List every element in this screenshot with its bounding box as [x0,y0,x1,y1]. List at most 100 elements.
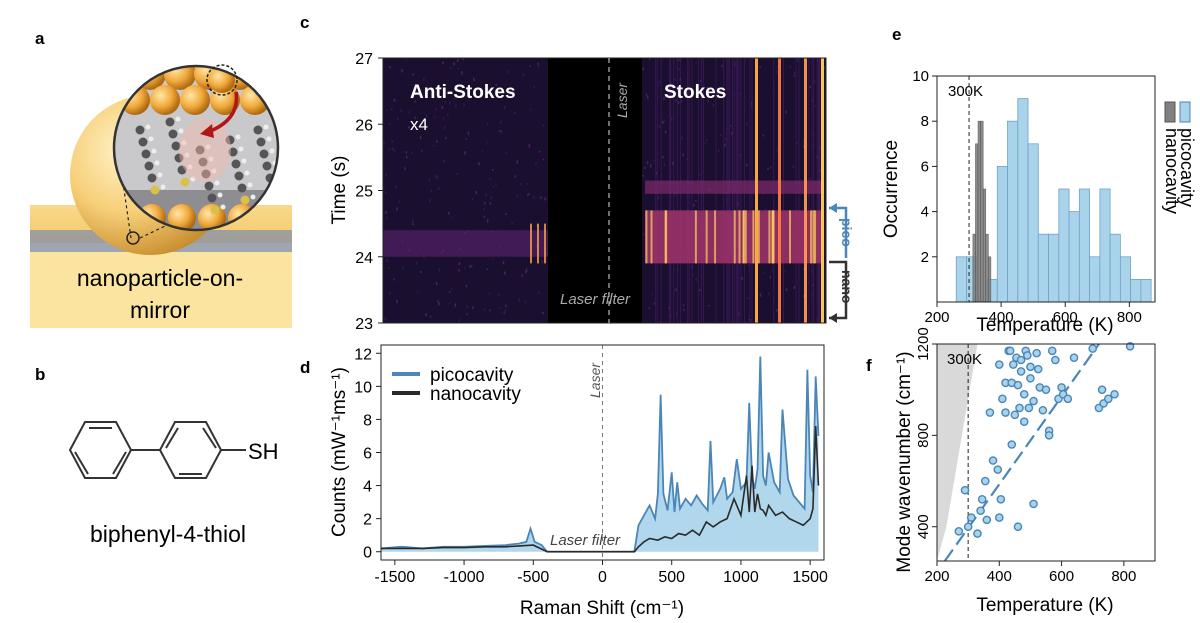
scatter-point [988,456,998,465]
molecule-atom [231,159,241,169]
heatmap-noise-pixel [658,125,661,128]
heatmap-noise-pixel [707,100,710,103]
heatmap-noise-pixel [432,144,435,147]
molecule-hydrogen [250,194,256,200]
heatmap-noise-pixel [514,175,517,178]
heatmap-noise-pixel [443,117,445,120]
heatmap-noise-pixel [393,98,396,102]
panel-label-b: b [35,365,45,384]
molecule-hydrogen [238,146,244,152]
heatmap-noise-pixel [671,161,674,165]
heatmap-pico-line [664,210,667,264]
heatmap-persistent-line [755,58,758,323]
heatmap-noise-pixel [473,77,475,82]
molecule-atom [210,205,220,215]
histogram-y-axis-label: Occurrence [881,140,902,238]
histogram-bar-nanocavity [985,233,989,303]
heatmap-y-tick-label: 23 [355,316,373,333]
heatmap-noise-pixel [389,65,391,69]
heatmap-noise-pixel [490,196,493,199]
scatter-point [1013,380,1023,390]
molecule-hydrogen [154,160,160,166]
scatter-point [1047,346,1057,356]
heatmap-noise-pixel [653,302,656,305]
histogram-y-tick-label: 10 [912,68,929,85]
molecule-hydrogen [208,156,214,162]
heatmap-noise-pixel [394,185,397,189]
molecule-hydrogen [235,134,241,140]
mirror-base [30,252,292,328]
gold-atom-top [164,66,196,90]
heatmap-noise-pixel [412,223,414,226]
heatmap-noise-pixel [532,195,535,199]
heatmap-noise-pixel [489,309,492,312]
heatmap-pico-line [752,210,755,264]
heatmap-noise-pixel [505,304,507,308]
heatmap-noise-pixel [463,103,465,107]
heatmap-noise-pixel [464,151,466,155]
histogram-x-tick-label: 600 [1053,309,1078,326]
heatmap-noise-pixel [396,117,399,121]
heatmap-noise-pixel [414,116,417,119]
panel-e: e 200 400 600 800 2 4 6 8 10 300K Occurrence Tem… [881,25,1197,336]
scatter-point [1097,385,1107,394]
heatmap-noise-pixel [526,194,529,197]
scatter-point [1026,362,1035,372]
spectrum-y-tick-label: 6 [363,446,372,463]
scatter-y-tick-label: 800 [915,423,932,448]
gold-atom-top [210,85,240,115]
panel-c: c Laser Laser filter Anti-Stokes x4 Stok… [300,13,855,333]
panel-b: b SH biphenyl-4-thiol [35,365,279,547]
heatmap-noise-pixel [503,105,506,109]
heatmap-noise-pixel [706,86,709,90]
heatmap-noise-pixel [408,111,410,113]
heatmap-noise-pixel [661,120,664,124]
heatmap-noise-pixel [674,78,676,81]
heatmap-noise-pixel [435,108,438,111]
heatmap-noise-pixel [448,290,451,293]
heatmap-noise-pixel [527,182,529,185]
molecule-hydrogen [269,148,275,154]
heatmap-y-ticks: 27 26 25 24 23 [355,51,383,333]
heatmap-noise-pixel [745,163,748,167]
heatmap-noise-pixel [435,281,438,286]
heatmap-noise-pixel [759,293,762,297]
heatmap-noise-pixel [405,58,407,61]
heatmap-pico-band [645,180,823,194]
heatmap-noise-pixel [677,58,680,62]
heatmap-pico-line [650,210,653,264]
scatter-point [963,522,973,532]
heatmap-y-tick-label: 27 [355,51,373,68]
molecule-hydrogen [211,168,217,174]
panel-d: d -1500 -1000 -500 0 500 1000 1500 0 2 4 6 8 10 12 La… [300,344,828,619]
heatmap-noise-pixel [670,81,673,85]
spectrum-laser-filter-label: Laser filter [550,532,621,549]
heatmap-noise-pixel [662,156,664,159]
molecule-hydrogen [151,148,157,154]
heatmap-noise-pixel [396,207,398,211]
histogram-bar-picocavity [996,165,1008,303]
scatter-point [1103,394,1113,404]
scatter-point [1029,396,1038,406]
heatmap-noise-pixel [475,190,478,195]
heatmap-noise-pixel [663,163,666,167]
heatmap-noise-pixel [429,315,432,319]
spectral-heatmap [383,58,826,323]
heatmap-noise-pixel [646,95,649,99]
heatmap-noise-pixel [716,92,718,95]
heatmap-noise-pixel [412,73,414,76]
heatmap-noise-pixel [444,101,447,104]
heatmap-antistokes-line [537,223,539,264]
heatmap-noise-pixel [446,113,449,117]
molecule-atom [207,193,217,203]
scatter-point [966,513,976,522]
heatmap-noise-pixel [511,222,513,225]
molecule-atom [180,177,190,187]
molecule-hydrogen [275,172,278,178]
heatmap-noise-pixel [415,261,418,265]
heatmap-noise-pixel [817,195,819,198]
heatmap-noise-pixel [472,306,474,310]
heatmap-noise-pixel [803,294,805,298]
scatter-x-tick-label: 200 [924,568,949,585]
heatmap-noise-pixel [653,159,655,162]
